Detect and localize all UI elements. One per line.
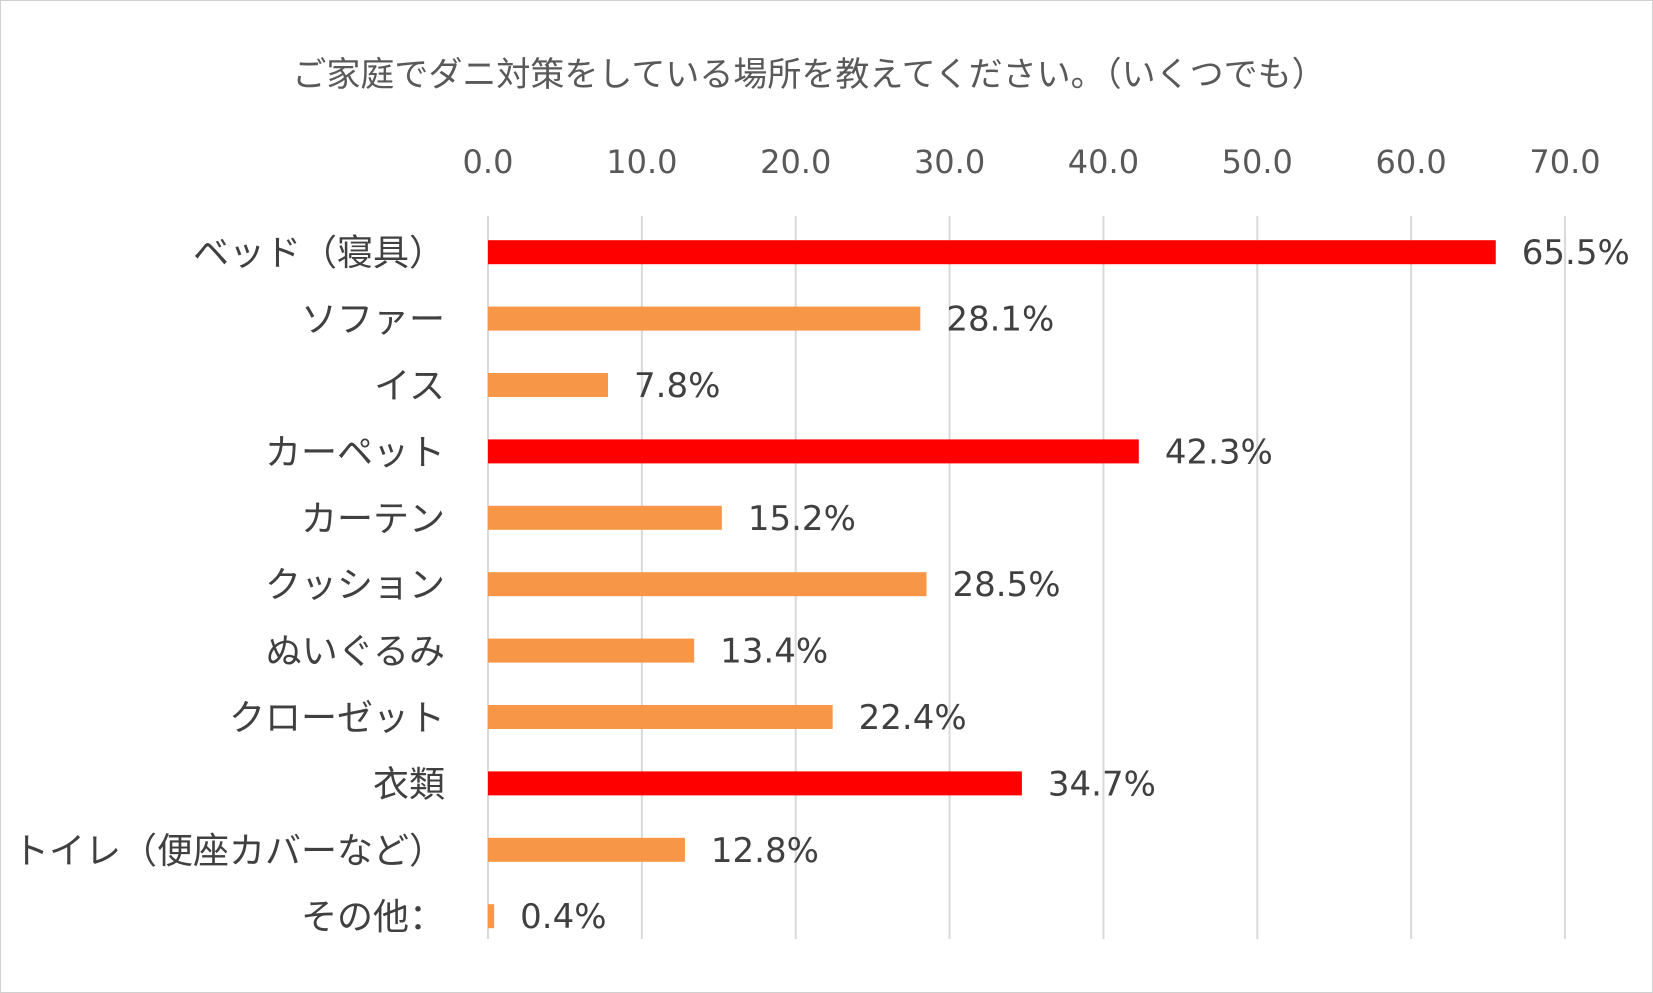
x-tick-label: 10.0 [606, 143, 677, 181]
bar [488, 705, 833, 729]
category-label: カーテン [301, 499, 445, 540]
bar [488, 904, 495, 929]
data-label: 34.7% [1048, 764, 1156, 804]
bar [488, 439, 1139, 464]
data-label: 65.5% [1522, 233, 1630, 273]
chart-title: ご家庭でダニ対策をしている場所を教えてください。（いくつでも） [292, 55, 1325, 95]
category-label: 衣類 [373, 764, 445, 805]
x-tick-label: 40.0 [1068, 143, 1139, 181]
bar [488, 373, 609, 397]
bar [488, 638, 695, 663]
category-label: イス [374, 366, 445, 407]
bar [488, 240, 1496, 265]
data-label: 13.4% [720, 632, 828, 672]
bar [488, 505, 722, 530]
x-tick-label: 30.0 [914, 143, 985, 181]
category-label: カーペット [265, 432, 445, 473]
bar [488, 306, 921, 331]
data-label: 7.8% [634, 366, 720, 406]
category-label: クッション [265, 565, 445, 606]
bar [488, 837, 685, 862]
category-label: その他： [301, 897, 445, 938]
category-label: クローゼット [229, 698, 445, 739]
data-labels: 65.5% 28.1% 7.8% 42.3% 15.2% 28.5% 13.4% 22.4% 3… [520, 233, 1630, 937]
category-label: ベッド（寝具） [193, 233, 445, 274]
category-labels: ベッド（寝具） ソファーイスカーペットカーテンクッションぬいぐるみクローゼット衣類… [13, 233, 445, 938]
x-tick-label: 20.0 [760, 143, 831, 181]
data-label: 28.5% [952, 565, 1060, 605]
data-label: 15.2% [748, 499, 856, 539]
data-label: 42.3% [1165, 432, 1273, 472]
x-tick-label: 70.0 [1529, 143, 1600, 181]
x-axis-ticks: 0.0 10.0 20.0 30.0 40.0 50.0 60.0 70.0 [463, 143, 1601, 181]
x-tick-label: 60.0 [1376, 143, 1447, 181]
category-label: ソファー [301, 300, 445, 341]
bar [488, 771, 1022, 796]
data-label: 22.4% [859, 698, 967, 738]
x-tick-label: 0.0 [463, 143, 514, 181]
x-tick-label: 50.0 [1222, 143, 1293, 181]
category-label: トイレ（便座カバーなど） [13, 831, 445, 872]
data-label: 12.8% [711, 831, 819, 871]
bar [488, 572, 927, 597]
bars [488, 240, 1496, 929]
data-label: 0.4% [520, 897, 606, 937]
data-label: 28.1% [946, 300, 1054, 340]
category-label: ぬいぐるみ [266, 632, 445, 673]
